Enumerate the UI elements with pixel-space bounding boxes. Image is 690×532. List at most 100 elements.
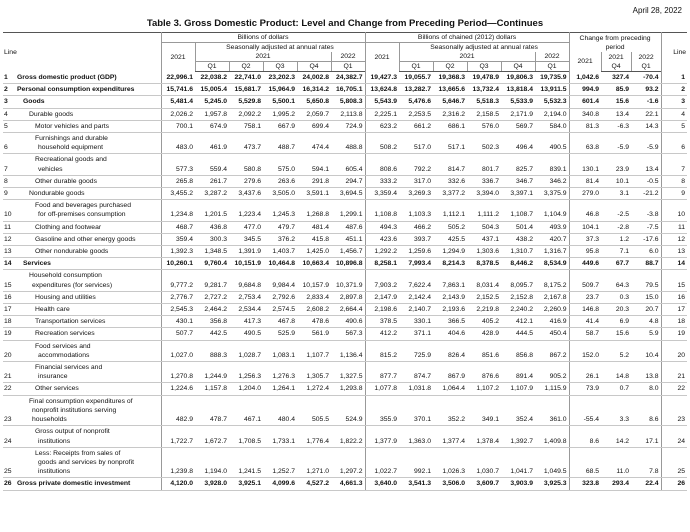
value-cell: 393.7 — [399, 233, 433, 247]
row-label: Final consumption expenditures of nonprof… — [15, 395, 161, 427]
line-number: 18 — [3, 315, 15, 329]
value-cell: -7.5 — [631, 221, 662, 234]
value-cell: 700.1 — [160, 120, 195, 134]
value-cell: 366.5 — [433, 315, 467, 329]
line-number: 5 — [660, 120, 688, 134]
value-cell: 46.8 — [568, 199, 602, 222]
row-label: Gross domestic product (GDP) — [15, 71, 161, 85]
value-cell: 826.4 — [433, 340, 467, 363]
value-cell: 41.4 — [568, 315, 602, 329]
label-line: vehicles — [38, 165, 63, 173]
table-row: 13 Other nondurable goods 1,392.3 1,348.5 1,… — [3, 245, 688, 259]
value-cell: 13,911.5 — [535, 83, 570, 97]
value-cell: 81.4 — [568, 175, 602, 189]
value-cell: -21.2 — [631, 187, 662, 201]
year-header: 2021 — [398, 52, 535, 62]
value-cell: 8,534.9 — [535, 257, 570, 271]
value-cell: 58.7 — [568, 327, 602, 341]
value-cell: 346.2 — [535, 175, 570, 189]
value-cell: 13,818.4 — [501, 83, 535, 97]
line-number: 21 — [660, 361, 688, 384]
value-cell: 1,204.0 — [229, 382, 263, 396]
value-cell: 19,806.3 — [501, 71, 535, 85]
value-cell: 450.4 — [535, 327, 570, 341]
line-number: 1 — [660, 71, 688, 85]
table-header: Line Billions of dollars Billions of cha… — [3, 32, 688, 72]
value-cell: 992.1 — [399, 447, 433, 479]
table-body: 1 Gross domestic product (GDP) 22,996.1 22,… — [3, 71, 688, 491]
value-cell: 24,002.8 — [297, 71, 331, 85]
value-cell: 994.9 — [568, 83, 602, 97]
line-number: 20 — [660, 340, 688, 363]
value-cell: 9,984.4 — [263, 269, 297, 292]
value-cell: 504.3 — [467, 221, 501, 234]
line-number: 3 — [3, 95, 15, 109]
line-number: 18 — [660, 315, 688, 329]
value-cell: 1,223.4 — [229, 199, 263, 222]
value-cell: 466.2 — [399, 221, 433, 234]
value-cell: 480.4 — [263, 395, 297, 427]
row-label: Financial services and insurance — [15, 361, 161, 384]
value-cell: 17.1 — [631, 425, 662, 448]
value-cell: 502.3 — [467, 132, 501, 155]
value-cell: 1,268.8 — [297, 199, 331, 222]
value-cell: 9,760.4 — [195, 257, 229, 271]
value-cell: 1,027.0 — [160, 340, 195, 363]
value-cell: 449.6 — [568, 257, 602, 271]
table-row: 15 Household consumption expenditures (for… — [3, 269, 688, 292]
value-cell: 1,026.3 — [433, 447, 467, 479]
value-cell: 808.6 — [364, 153, 399, 176]
value-cell: 428.9 — [467, 327, 501, 341]
value-cell: 576.0 — [467, 120, 501, 134]
row-label: Other durable goods — [15, 175, 161, 189]
value-cell: 891.4 — [501, 361, 535, 384]
table-row: 26 Gross private domestic investment 4,120… — [3, 477, 688, 491]
line-number: 2 — [660, 83, 688, 97]
value-cell: 279.0 — [568, 187, 602, 201]
value-cell: 3,694.5 — [331, 187, 365, 201]
value-cell: 293.4 — [601, 477, 632, 491]
line-number: 8 — [3, 175, 15, 189]
value-cell: 2,140.7 — [399, 303, 433, 317]
value-cell: 725.9 — [399, 340, 433, 363]
value-cell: 8,175.2 — [535, 269, 570, 292]
value-cell: 7,903.2 — [364, 269, 399, 292]
year-header: 2021 — [600, 52, 632, 62]
value-cell: 26.1 — [568, 361, 602, 384]
value-cell: 263.6 — [263, 175, 297, 189]
value-cell: 7,622.4 — [399, 269, 433, 292]
value-cell: 352.4 — [501, 395, 535, 427]
value-cell: 1,672.7 — [195, 425, 229, 448]
line-number: 11 — [3, 221, 15, 234]
quarter-header: Q1 — [194, 61, 229, 72]
value-cell: 1,377.9 — [364, 425, 399, 448]
value-cell: 490.5 — [535, 132, 570, 155]
line-number: 25 — [660, 447, 688, 479]
value-cell: 68.5 — [568, 447, 602, 479]
line-number: 26 — [660, 477, 688, 491]
value-cell: 1,083.1 — [263, 340, 297, 363]
label-line: Other nondurable goods — [35, 248, 109, 256]
value-cell: 2,260.9 — [535, 303, 570, 317]
table-row: 7 Recreational goods and vehicles 577.3 559.… — [3, 153, 688, 176]
value-cell: 442.5 — [195, 327, 229, 341]
value-cell: 15.6 — [601, 327, 632, 341]
label-line: Food services and — [35, 342, 91, 350]
value-cell: 2,225.1 — [364, 108, 399, 121]
line-number: 24 — [3, 425, 15, 448]
value-cell: 2,167.8 — [535, 291, 570, 305]
value-cell: 15,741.6 — [160, 83, 195, 97]
label-line: goods and services by nonprofit — [38, 458, 134, 466]
label-line: Personal consumption expenditures — [17, 86, 135, 94]
label-line: Health care — [35, 306, 70, 314]
value-cell: 888.3 — [195, 340, 229, 363]
value-cell: 4,099.6 — [263, 477, 297, 491]
line-number: 5 — [3, 120, 15, 134]
value-cell: 1,107.9 — [501, 382, 535, 396]
value-cell: 265.8 — [160, 175, 195, 189]
row-label: Transportation services — [15, 315, 161, 329]
line-number: 4 — [660, 108, 688, 121]
value-cell: 23.9 — [601, 153, 632, 176]
line-number: 3 — [660, 95, 688, 109]
value-cell: 22.4 — [631, 477, 662, 491]
